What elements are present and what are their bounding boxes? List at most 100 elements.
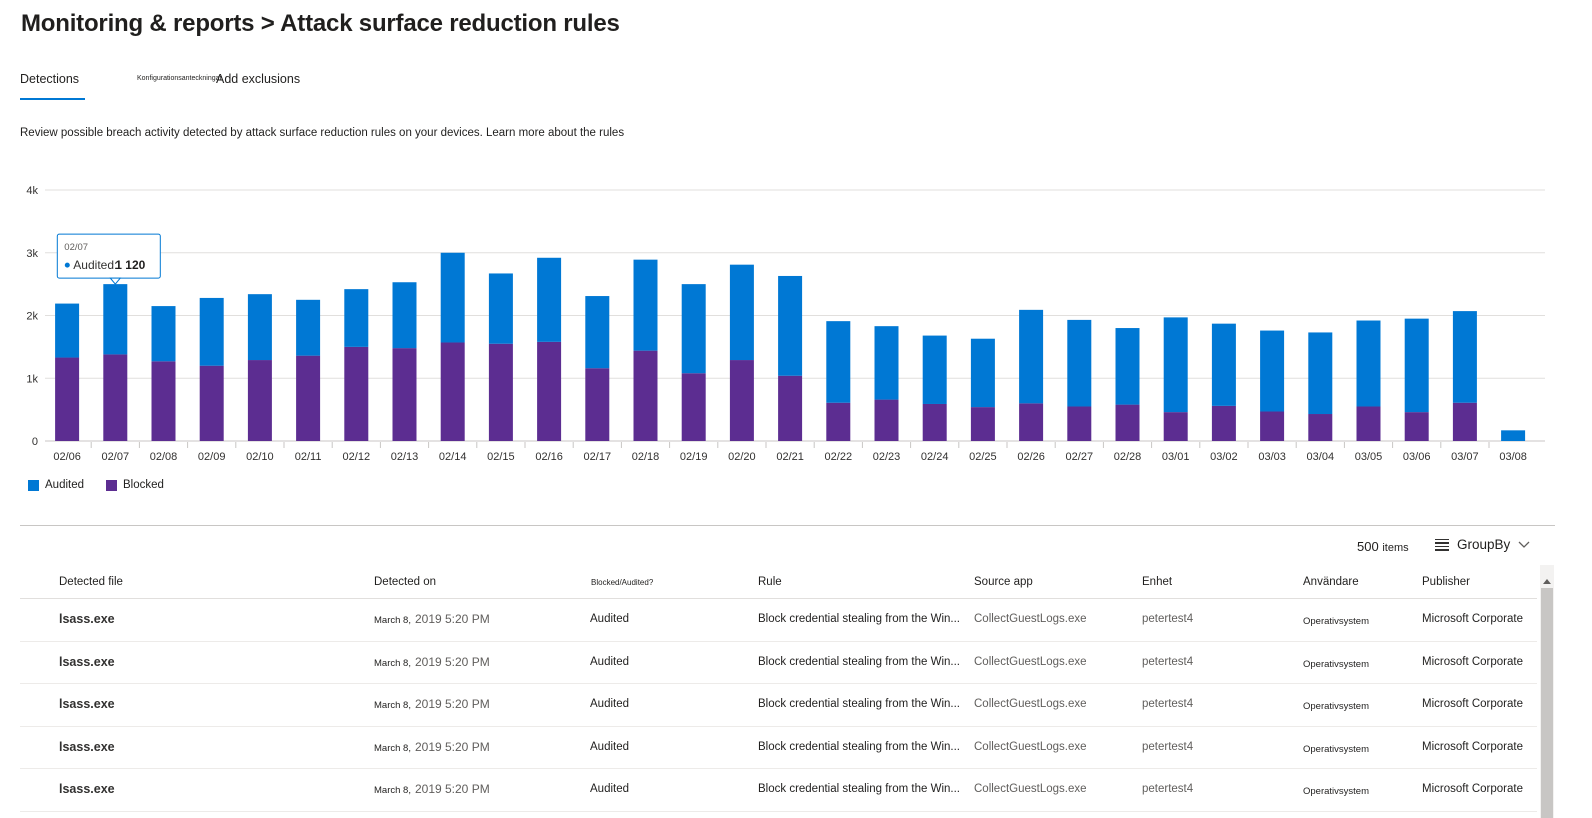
bar-audited bbox=[1308, 332, 1333, 415]
bar-blocked bbox=[874, 399, 899, 441]
x-tick-label: 02/18 bbox=[632, 451, 660, 463]
legend-swatch-blocked bbox=[106, 479, 118, 491]
x-tick-label: 02/12 bbox=[343, 451, 371, 463]
column-header-publisher[interactable]: Publisher bbox=[1422, 576, 1470, 588]
bar-audited bbox=[922, 335, 947, 404]
list-icon bbox=[1435, 538, 1449, 551]
bar-audited bbox=[585, 296, 610, 369]
table-row[interactable]: lsass.exe March 8, 2019 5:20 PM Audited Bloc… bbox=[20, 684, 1537, 727]
column-header-source-app[interactable]: Source app bbox=[974, 576, 1033, 588]
bar-blocked bbox=[199, 365, 224, 441]
chevron-down-icon bbox=[1518, 541, 1530, 548]
y-tick-label: 4k bbox=[26, 185, 38, 197]
cell-status: Audited bbox=[590, 655, 630, 668]
cell-date-part: March 8, bbox=[374, 742, 411, 754]
cell-status: Audited bbox=[590, 740, 630, 753]
bar-audited bbox=[1019, 309, 1044, 404]
x-tick-label: 02/14 bbox=[439, 451, 467, 463]
table-row[interactable]: lsass.exe March 8, 2019 5:20 PM Audited Bloc… bbox=[20, 599, 1537, 642]
bar-blocked bbox=[826, 402, 851, 441]
cell-detected-on: March 8, 2019 5:20 PM bbox=[374, 697, 490, 711]
table-scrollbar[interactable] bbox=[1540, 565, 1554, 818]
bar-blocked bbox=[103, 354, 128, 441]
scroll-up-arrow-icon[interactable] bbox=[1543, 579, 1551, 584]
bar-audited bbox=[151, 306, 176, 362]
bar-blocked bbox=[1163, 412, 1188, 441]
bar-audited bbox=[1501, 430, 1526, 441]
cell-detected-on: March 8, 2019 5:20 PM bbox=[374, 612, 490, 626]
bar-blocked bbox=[729, 360, 754, 441]
cell-time-part: 2019 5:20 PM bbox=[414, 739, 490, 754]
tab-configuration-notes[interactable]: Konfigurationsanteckningar bbox=[137, 75, 222, 82]
column-header-blocked-audited[interactable]: Blocked/Audited? bbox=[591, 578, 654, 587]
y-tick-label: 3k bbox=[26, 248, 38, 260]
table-row[interactable]: lsass.exe March 8, 2019 5:20 PM Audited Bloc… bbox=[20, 769, 1537, 812]
table-body: lsass.exe March 8, 2019 5:20 PM Audited Bloc… bbox=[20, 599, 1537, 812]
x-tick-label: 02/13 bbox=[391, 451, 419, 463]
groupby-button[interactable]: GroupBy bbox=[1435, 537, 1530, 552]
table-row[interactable]: lsass.exe March 8, 2019 5:20 PM Audited Bloc… bbox=[20, 727, 1537, 769]
tooltip-category: 02/07 bbox=[64, 242, 88, 253]
bar-audited bbox=[103, 284, 128, 355]
bar-audited bbox=[729, 264, 754, 361]
bar-blocked bbox=[1211, 405, 1236, 441]
x-tick-label: 02/28 bbox=[1114, 451, 1142, 463]
bar-audited bbox=[247, 294, 272, 361]
column-header-detected-on[interactable]: Detected on bbox=[374, 576, 437, 588]
bar-audited bbox=[1452, 311, 1477, 403]
bar-audited bbox=[1260, 330, 1285, 412]
table-header: Detected file Detected on Blocked/Audite… bbox=[20, 565, 1537, 599]
bar-audited bbox=[199, 297, 224, 366]
cell-time-part: 2019 5:20 PM bbox=[414, 782, 490, 796]
bar-audited bbox=[970, 338, 995, 408]
cell-rule: Block credential stealing from the Win..… bbox=[758, 655, 960, 668]
cell-source-app: CollectGuestLogs.exe bbox=[974, 613, 1087, 625]
bar-audited bbox=[344, 289, 369, 347]
x-tick-label: 02/06 bbox=[53, 451, 81, 463]
legend-swatch-audited bbox=[28, 479, 39, 491]
tab-detections[interactable]: Detections bbox=[20, 72, 86, 100]
bar-blocked bbox=[1115, 404, 1140, 441]
cell-rule: Block credential stealing from the Win..… bbox=[758, 740, 960, 753]
bar-audited bbox=[1115, 328, 1140, 405]
cell-device: petertest4 bbox=[1142, 698, 1194, 710]
legend-item-blocked[interactable]: Blocked bbox=[106, 479, 164, 491]
legend-item-audited[interactable]: Audited bbox=[28, 479, 84, 491]
tooltip-series-label: Audited: bbox=[73, 258, 117, 272]
cell-publisher: Microsoft Corporate bbox=[1422, 740, 1523, 753]
items-count-label: items bbox=[1382, 542, 1409, 554]
bar-blocked bbox=[1356, 406, 1381, 441]
column-header-detected-file[interactable]: Detected file bbox=[59, 576, 123, 588]
x-tick-label: 02/27 bbox=[1066, 451, 1094, 463]
page-description: Review possible breach activity detected… bbox=[20, 127, 625, 139]
column-header-user[interactable]: Användare bbox=[1303, 576, 1359, 588]
cell-status: Audited bbox=[590, 613, 630, 625]
tab-add-exclusions[interactable]: Add exclusions bbox=[216, 72, 301, 86]
cell-rule: Block credential stealing from the Win..… bbox=[758, 698, 960, 710]
bar-blocked bbox=[296, 355, 321, 441]
x-tick-label: 03/03 bbox=[1258, 451, 1286, 463]
x-tick-label: 02/17 bbox=[584, 451, 612, 463]
scrollbar-thumb[interactable] bbox=[1541, 588, 1553, 818]
cell-detected-file: lsass.exe bbox=[59, 697, 115, 711]
x-tick-label: 02/21 bbox=[776, 451, 804, 463]
bar-audited bbox=[1067, 319, 1092, 407]
cell-rule: Block credential stealing from the Win..… bbox=[758, 783, 960, 795]
x-tick-label: 02/24 bbox=[921, 451, 949, 463]
cell-publisher: Microsoft Corporate bbox=[1422, 613, 1523, 625]
cell-user: Operativsystem bbox=[1303, 658, 1369, 670]
bar-blocked bbox=[392, 348, 417, 441]
cell-device: petertest4 bbox=[1142, 613, 1194, 625]
bar-blocked bbox=[55, 357, 80, 441]
x-tick-label: 03/04 bbox=[1307, 451, 1335, 463]
y-tick-label: 1k bbox=[26, 373, 38, 385]
bar-blocked bbox=[633, 350, 658, 441]
bar-audited bbox=[1163, 317, 1188, 413]
column-header-rule[interactable]: Rule bbox=[758, 576, 782, 588]
x-tick-label: 03/02 bbox=[1210, 451, 1238, 463]
cell-source-app: CollectGuestLogs.exe bbox=[974, 698, 1087, 710]
cell-source-app: CollectGuestLogs.exe bbox=[974, 655, 1087, 668]
column-header-device[interactable]: Enhet bbox=[1142, 576, 1173, 588]
y-tick-label: 0 bbox=[32, 436, 38, 448]
table-row[interactable]: lsass.exe March 8, 2019 5:20 PM Audited Bloc… bbox=[20, 642, 1537, 684]
